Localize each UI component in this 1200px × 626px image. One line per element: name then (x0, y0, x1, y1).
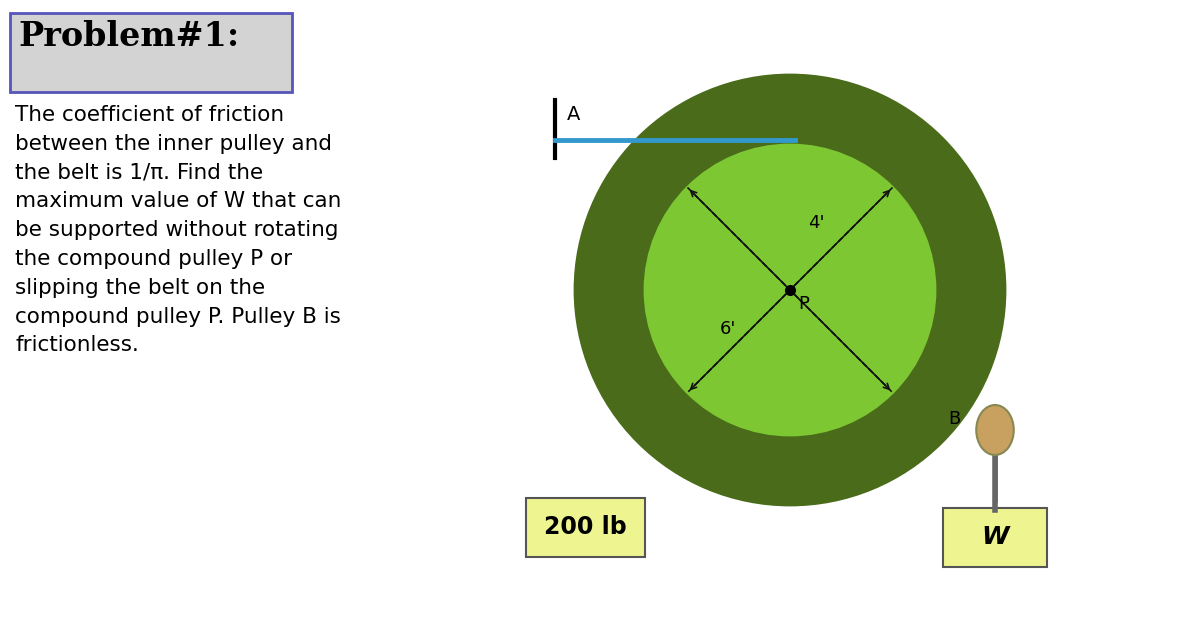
Circle shape (646, 145, 935, 435)
FancyBboxPatch shape (10, 13, 292, 92)
FancyBboxPatch shape (526, 498, 644, 557)
Text: Problem#1:: Problem#1: (18, 20, 239, 53)
Text: B: B (948, 410, 960, 428)
Text: 4': 4' (808, 214, 824, 232)
FancyBboxPatch shape (943, 508, 1046, 567)
Text: P: P (798, 295, 809, 313)
Ellipse shape (977, 405, 1014, 455)
Text: W: W (982, 525, 1009, 550)
Circle shape (575, 75, 1006, 505)
Text: A: A (568, 105, 581, 124)
Text: 200 lb: 200 lb (544, 515, 626, 540)
Text: 6': 6' (720, 320, 737, 338)
Text: The coefficient of friction
between the inner pulley and
the belt is 1/π. Find t: The coefficient of friction between the … (14, 105, 341, 356)
